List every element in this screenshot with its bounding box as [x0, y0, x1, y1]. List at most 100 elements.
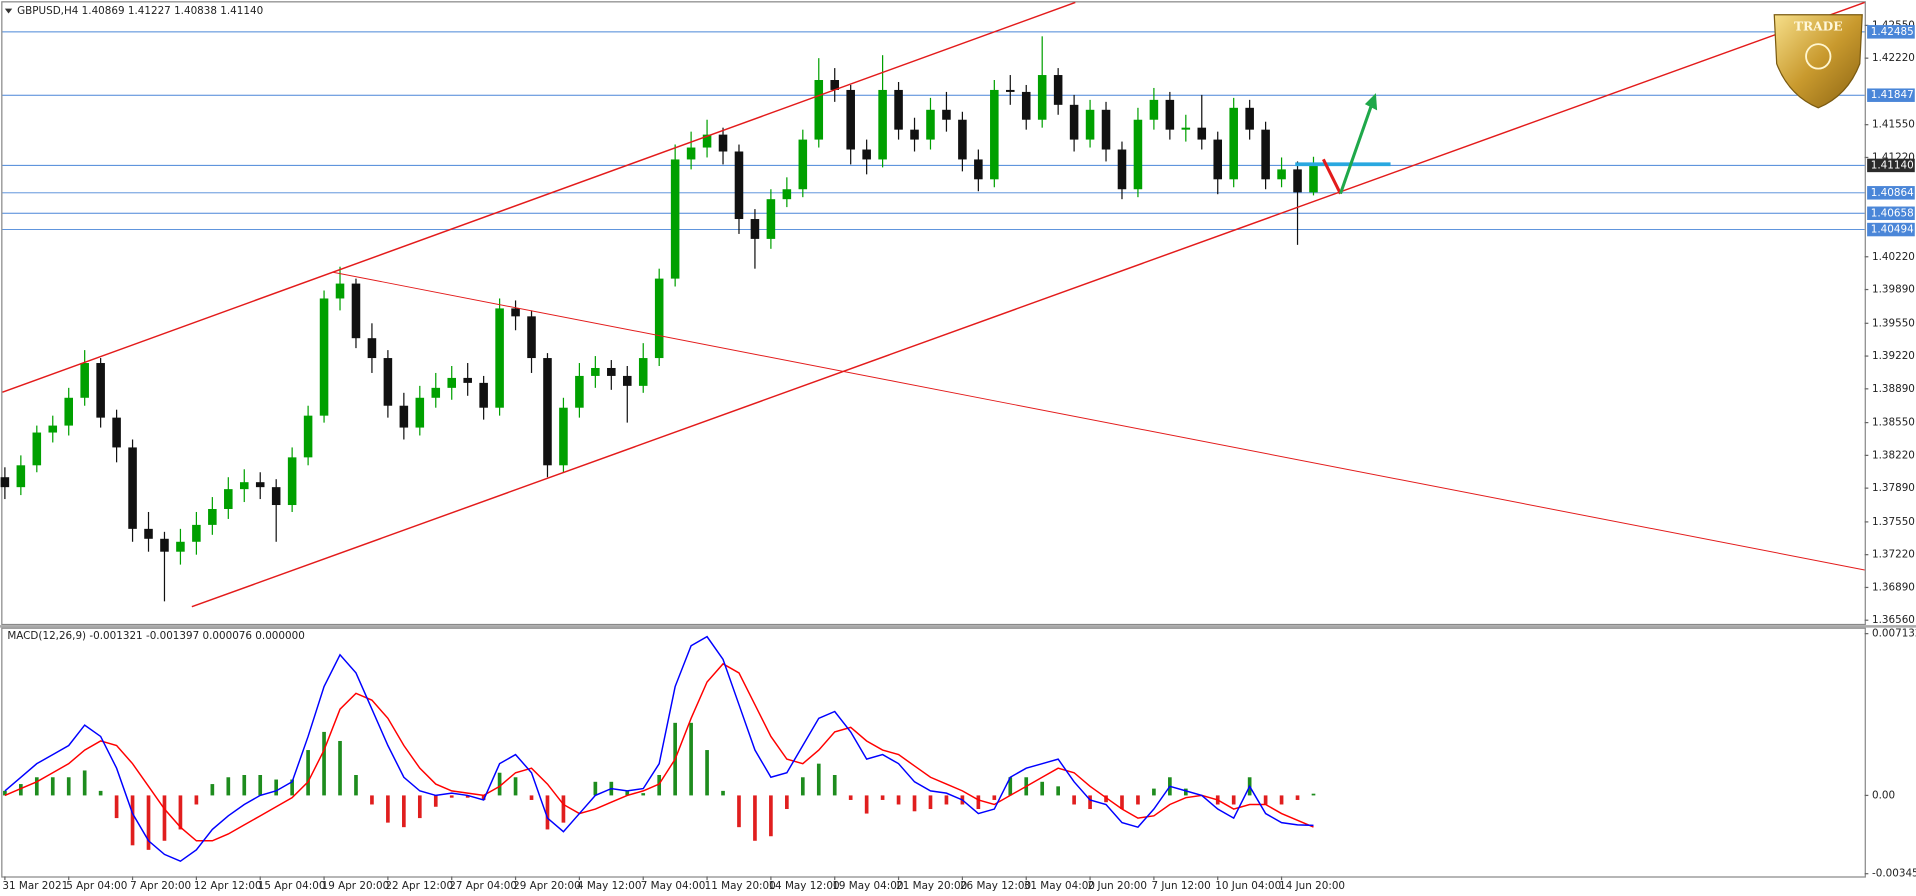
- histogram-bar: [1231, 795, 1236, 805]
- histogram-bar: [816, 763, 821, 796]
- candle-body: [303, 415, 313, 458]
- histogram-bar: [944, 795, 949, 805]
- candle-body: [830, 80, 840, 90]
- y-tick-label: 1.36890: [1872, 581, 1915, 593]
- candle-body: [670, 159, 680, 279]
- x-tick-label: 19 May 04:00: [832, 880, 903, 892]
- candle-body: [495, 308, 504, 408]
- macd-panel-frame: [1, 627, 1866, 878]
- histogram-bar: [864, 795, 869, 814]
- histogram-bar: [1104, 795, 1108, 803]
- candle-body: [176, 541, 185, 552]
- level-label-box: [1867, 88, 1915, 102]
- x-tick-label: 19 Apr 20:00: [322, 880, 390, 892]
- candle-body: [686, 147, 696, 160]
- candle-body: [80, 363, 89, 398]
- histogram-bar: [769, 795, 773, 837]
- histogram-bar: [1008, 777, 1013, 796]
- candle-body: [160, 538, 169, 552]
- candle-body: [383, 358, 393, 406]
- candle-body: [1213, 139, 1223, 180]
- level-label-box: [1867, 158, 1915, 173]
- candle-body: [1261, 129, 1270, 180]
- candle-body: [479, 382, 488, 408]
- candle-body: [591, 367, 600, 376]
- y-tick-label: 1.38220: [1872, 449, 1915, 461]
- candle-body: [894, 89, 903, 130]
- candle-body: [718, 134, 728, 152]
- y-tick-label: 1.39890: [1872, 284, 1915, 296]
- price-plot: 1.425501.422201.415501.412201.402201.398…: [0, 19, 1915, 892]
- candle-body: [1309, 165, 1318, 193]
- x-tick-label: 26 May 12:00: [960, 880, 1031, 892]
- y-tick-label: 1.38890: [1872, 383, 1915, 395]
- x-tick-label: 29 Apr 20:00: [513, 880, 581, 892]
- histogram-bar: [3, 790, 7, 796]
- candle-body: [1149, 99, 1159, 120]
- candle-body: [64, 397, 73, 426]
- candle-body: [974, 159, 983, 180]
- candle-body: [910, 129, 919, 140]
- x-tick-label: 5 Apr 04:00: [66, 880, 127, 892]
- candle-body: [527, 316, 536, 359]
- candle-body: [798, 139, 808, 190]
- y-tick-label: 0.007132: [1872, 628, 1916, 640]
- level-label-box: [1867, 206, 1915, 221]
- y-tick-label: 1.42220: [1872, 52, 1915, 64]
- logo-shield: [1773, 14, 1863, 109]
- candle-body: [543, 358, 552, 466]
- histogram-bar: [705, 750, 709, 796]
- candle-body: [702, 134, 712, 148]
- histogram-bar: [657, 775, 662, 796]
- up-arrow-head: [1364, 93, 1378, 111]
- candle-body: [1085, 109, 1095, 140]
- histogram-bar: [848, 795, 853, 800]
- upper-channel-line: [2, 1, 1076, 393]
- candle-body: [1245, 107, 1254, 130]
- candle-body: [96, 363, 105, 418]
- histogram-bar: [721, 790, 725, 796]
- candle-body: [1117, 149, 1127, 190]
- histogram-bar: [465, 795, 470, 798]
- candle-body: [782, 189, 792, 200]
- x-tick-label: 11 May 20:00: [705, 880, 776, 892]
- candle-body: [638, 358, 648, 386]
- candle-body: [239, 482, 249, 490]
- x-tick-label: 7 May 04:00: [641, 880, 706, 892]
- macd-line: [4, 635, 1314, 863]
- candle-body: [1005, 89, 1015, 92]
- down-arrow-leg: [1321, 158, 1342, 195]
- descending-line: [332, 271, 1865, 571]
- candle-body: [1229, 107, 1238, 180]
- logo-text: TRADE: [1794, 19, 1843, 33]
- histogram-bar: [1183, 788, 1188, 796]
- histogram-bar: [290, 779, 294, 796]
- candle-body: [224, 489, 233, 509]
- histogram-bar: [34, 777, 39, 796]
- histogram-bar: [737, 795, 741, 828]
- histogram-bar: [162, 795, 167, 841]
- histogram-bar: [785, 795, 789, 810]
- header-marker: [4, 8, 13, 14]
- histogram-bar: [1056, 786, 1060, 796]
- histogram-bar: [370, 795, 374, 805]
- histogram-bar: [545, 795, 550, 830]
- macd-plot: 0.007132 0.00 -0.003452: [3, 628, 1916, 880]
- x-tick-label: 31 Mar 2021: [2, 880, 68, 892]
- histogram-bar: [1295, 795, 1300, 800]
- candle-body: [1197, 127, 1207, 140]
- macd-line: [4, 662, 1314, 842]
- histogram-bar: [1152, 788, 1156, 796]
- histogram-bar: [194, 795, 199, 805]
- candle-body: [942, 109, 951, 120]
- histogram-bar: [338, 740, 342, 796]
- level-label: 1.40494: [1871, 224, 1914, 236]
- histogram-bar: [178, 795, 183, 830]
- histogram-bar: [928, 795, 933, 810]
- histogram-bar: [226, 777, 231, 796]
- candle-body: [208, 508, 217, 525]
- level-label: 1.41847: [1871, 89, 1914, 101]
- histogram-bar: [1120, 795, 1124, 810]
- level-label: 1.42485: [1871, 26, 1914, 38]
